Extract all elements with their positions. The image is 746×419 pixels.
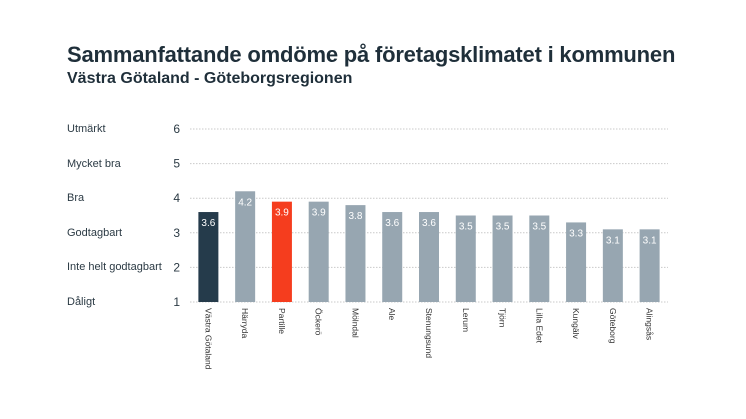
data-label: 3.1 — [643, 235, 657, 246]
bar — [198, 212, 219, 302]
y-category-label: Bra — [67, 192, 85, 205]
bar — [345, 205, 366, 302]
x-tick-label: Alingsås — [645, 308, 655, 340]
bar — [566, 222, 587, 302]
y-tick-label: 1 — [173, 295, 180, 309]
y-tick-label: 5 — [173, 157, 180, 171]
data-label: 3.8 — [349, 211, 363, 222]
chart-subtitle: Västra Götaland - Göteborgsregionen — [67, 70, 353, 87]
bar — [639, 229, 660, 302]
data-label: 4.2 — [238, 197, 252, 208]
bar — [382, 212, 403, 302]
bar — [602, 229, 623, 302]
data-label: 3.1 — [606, 235, 620, 246]
x-tick-label: Ale — [387, 308, 397, 321]
data-label: 3.9 — [275, 208, 289, 219]
data-labels: 3.6 4.2 3.9 3.9 3.8 3.6 3.6 3.5 3.5 3.5 3.3 3.1 3.1 — [201, 197, 657, 246]
data-label: 3.5 — [496, 222, 510, 233]
bar — [271, 201, 292, 302]
data-label: 3.9 — [312, 208, 326, 219]
y-tick-label: 3 — [173, 226, 180, 240]
bar — [235, 191, 256, 302]
x-tick-label: Tjörn — [498, 308, 508, 328]
data-label: 3.6 — [422, 218, 436, 229]
y-axis-ticks: 1 2 3 4 5 6 — [173, 122, 180, 309]
chart-title: Sammanfattande omdöme på företagsklimate… — [67, 42, 676, 67]
x-tick-label: Mölndal — [350, 308, 360, 338]
y-tick-label: 6 — [173, 122, 180, 136]
bar — [492, 215, 513, 302]
bar — [308, 201, 329, 302]
y-tick-label: 2 — [173, 260, 180, 274]
x-tick-label: Göteborg — [608, 308, 618, 344]
x-axis-labels: Västra Götaland Härryda Partille Öckerö Möln… — [203, 308, 654, 370]
data-label: 3.6 — [385, 218, 399, 229]
x-tick-label: Lilla Edet — [534, 308, 544, 344]
data-label: 3.6 — [201, 218, 215, 229]
bar — [529, 215, 550, 302]
data-label: 3.3 — [569, 228, 583, 239]
x-tick-label: Härryda — [240, 308, 250, 339]
y-category-label: Dåligt — [67, 296, 96, 308]
x-tick-label: Västra Götaland — [203, 308, 213, 370]
y-category-label: Inte helt godtagbart — [67, 261, 162, 274]
data-label: 3.5 — [459, 222, 473, 233]
x-tick-label: Öckerö — [314, 308, 324, 336]
bar — [455, 215, 476, 302]
y-category-label: Utmärkt — [67, 123, 106, 135]
data-label: 3.5 — [532, 222, 546, 233]
x-tick-label: Kungälv — [571, 308, 581, 339]
bar — [419, 212, 439, 302]
x-tick-label: Stenungsund — [424, 308, 434, 358]
bars — [198, 191, 660, 302]
y-category-label: Mycket bra — [67, 157, 121, 170]
x-tick-label: Lerum — [461, 308, 471, 332]
x-tick-label: Partille — [277, 308, 287, 334]
y-tick-label: 4 — [173, 191, 180, 205]
y-category-label: Godtagbart — [67, 226, 123, 239]
